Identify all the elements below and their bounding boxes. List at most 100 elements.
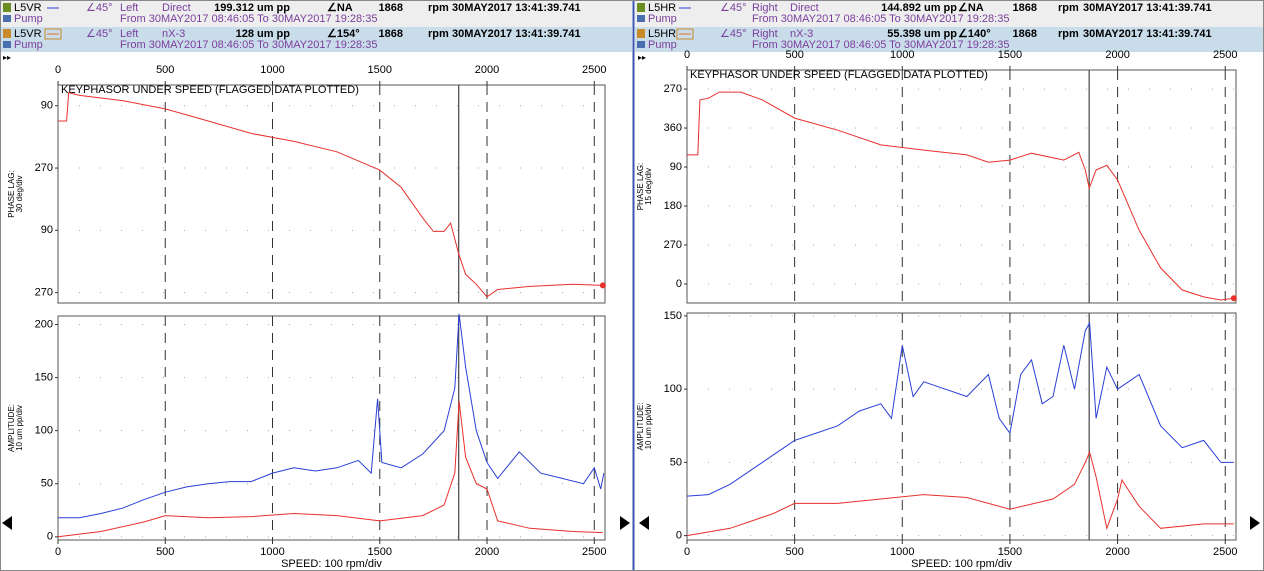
trace-key — [44, 28, 62, 40]
expand-icon[interactable]: ▸▸ — [638, 53, 646, 62]
end-point — [1230, 295, 1237, 302]
nav-left[interactable] — [639, 516, 649, 530]
y-tick-label: 270 — [35, 287, 53, 299]
series-line — [58, 313, 605, 519]
probe-icon — [3, 29, 11, 38]
row-bg — [635, 0, 1264, 27]
y-tick-label: 50 — [41, 478, 53, 490]
probe-name: L5VR — [14, 2, 42, 14]
y-axis-label: PHASE LAG: — [7, 170, 16, 218]
x-tick-label: 2500 — [1213, 49, 1237, 61]
amplitude: 55.398 um pp — [887, 28, 957, 40]
filter: Direct — [162, 2, 191, 14]
y-tick-label: 100 — [664, 383, 682, 395]
amplitude: 128 um pp — [236, 28, 291, 40]
x-tick-label: 0 — [684, 49, 690, 61]
nav-right[interactable] — [1250, 516, 1260, 530]
x-axis-label: SPEED: 100 rpm/div — [281, 558, 382, 570]
row-bg — [0, 0, 632, 27]
annotation: KEYPHASOR UNDER SPEED (FLAGGED DATA PLOT… — [690, 69, 988, 81]
x-tick-label: 500 — [156, 546, 174, 558]
y-tick-label: 270 — [664, 83, 682, 95]
plot-area — [57, 84, 606, 304]
timestamp: 30MAY2017 13:41:39.741 — [452, 2, 581, 14]
y-tick-label: 270 — [35, 162, 53, 174]
x-tick-label: 1000 — [890, 546, 914, 558]
series-line — [58, 91, 603, 298]
x-tick-label: 0 — [55, 64, 61, 76]
machine-name: Pump — [14, 13, 43, 25]
y-tick-label: 180 — [664, 200, 682, 212]
amplitude: 144.892 um pp — [881, 2, 957, 14]
y-tick-label: 150 — [664, 310, 682, 322]
trace-key — [676, 28, 694, 40]
plot-area — [686, 312, 1237, 541]
row-bg-selected — [0, 27, 632, 52]
end-point — [599, 282, 606, 289]
rpm: 1868 — [1013, 28, 1037, 40]
angle: ∠45° — [86, 28, 113, 40]
x-tick-label: 1000 — [260, 546, 284, 558]
side: Left — [120, 2, 138, 14]
x-tick-label: 0 — [55, 546, 61, 558]
filter: nX-3 — [790, 28, 813, 40]
filter: Direct — [790, 2, 819, 14]
x-tick-label: 2500 — [1213, 546, 1237, 558]
side: Right — [752, 28, 778, 40]
probe-icon — [3, 3, 11, 12]
y-axis-label: AMPLITUDE: — [636, 402, 645, 450]
rpm-unit: rpm — [1058, 2, 1079, 14]
y-tick-label: 50 — [670, 456, 682, 468]
expand-icon[interactable]: ▸▸ — [3, 53, 11, 62]
probe-name: L5HR — [648, 2, 676, 14]
time-range: From 30MAY2017 08:46:05 To 30MAY2017 19:… — [752, 13, 1009, 25]
x-tick-label: 1500 — [998, 49, 1022, 61]
time-range: From 30MAY2017 08:46:05 To 30MAY2017 19:… — [120, 13, 377, 25]
x-tick-label: 0 — [684, 546, 690, 558]
machine-name: Pump — [648, 13, 677, 25]
series-line — [687, 91, 1234, 301]
y-tick-label: 200 — [35, 318, 53, 330]
y-axis-label: 10 um pp/div — [15, 405, 24, 451]
x-tick-label: 2500 — [582, 546, 606, 558]
plot-area — [57, 315, 606, 541]
y-axis-label: 10 um pp/div — [644, 404, 653, 450]
annotation: KEYPHASOR UNDER SPEED (FLAGGED DATA PLOT… — [61, 84, 359, 96]
phase: ∠140° — [958, 28, 991, 40]
x-tick-label: 2000 — [475, 546, 499, 558]
angle: ∠45° — [720, 2, 747, 14]
x-tick-label: 2500 — [582, 64, 606, 76]
probe-name: L5HR — [648, 28, 676, 40]
x-tick-label: 1500 — [368, 64, 392, 76]
rpm: 1868 — [379, 2, 403, 14]
side: Left — [120, 28, 138, 40]
x-tick-label: 500 — [156, 64, 174, 76]
x-tick-label: 1000 — [890, 49, 914, 61]
y-axis-label: 15 deg/div — [644, 168, 653, 205]
x-tick-label: 2000 — [1105, 546, 1129, 558]
probe-icon — [637, 29, 645, 38]
rpm-unit: rpm — [428, 2, 449, 14]
x-tick-label: 1500 — [368, 546, 392, 558]
rpm: 1868 — [1013, 2, 1037, 14]
machine-icon — [637, 41, 645, 48]
series-line — [686, 321, 1234, 497]
x-axis-label: SPEED: 100 rpm/div — [911, 558, 1012, 570]
nav-right[interactable] — [620, 516, 630, 530]
y-tick-label: 0 — [47, 531, 53, 543]
amplitude: 199.312 um pp — [214, 2, 290, 14]
y-axis-label: 30 deg/div — [15, 176, 24, 213]
plot-area — [686, 69, 1237, 304]
x-tick-label: 2000 — [475, 64, 499, 76]
series-line — [57, 400, 603, 538]
machine-icon — [3, 15, 11, 22]
rpm-unit: rpm — [1058, 28, 1079, 40]
timestamp: 30MAY2017 13:41:39.741 — [1083, 28, 1212, 40]
angle: ∠45° — [86, 2, 113, 14]
y-tick-label: 0 — [676, 278, 682, 290]
nav-left[interactable] — [2, 516, 12, 530]
filter: nX-3 — [162, 28, 185, 40]
angle: ∠45° — [720, 28, 747, 40]
x-tick-label: 1000 — [260, 64, 284, 76]
timestamp: 30MAY2017 13:41:39.741 — [1083, 2, 1212, 14]
